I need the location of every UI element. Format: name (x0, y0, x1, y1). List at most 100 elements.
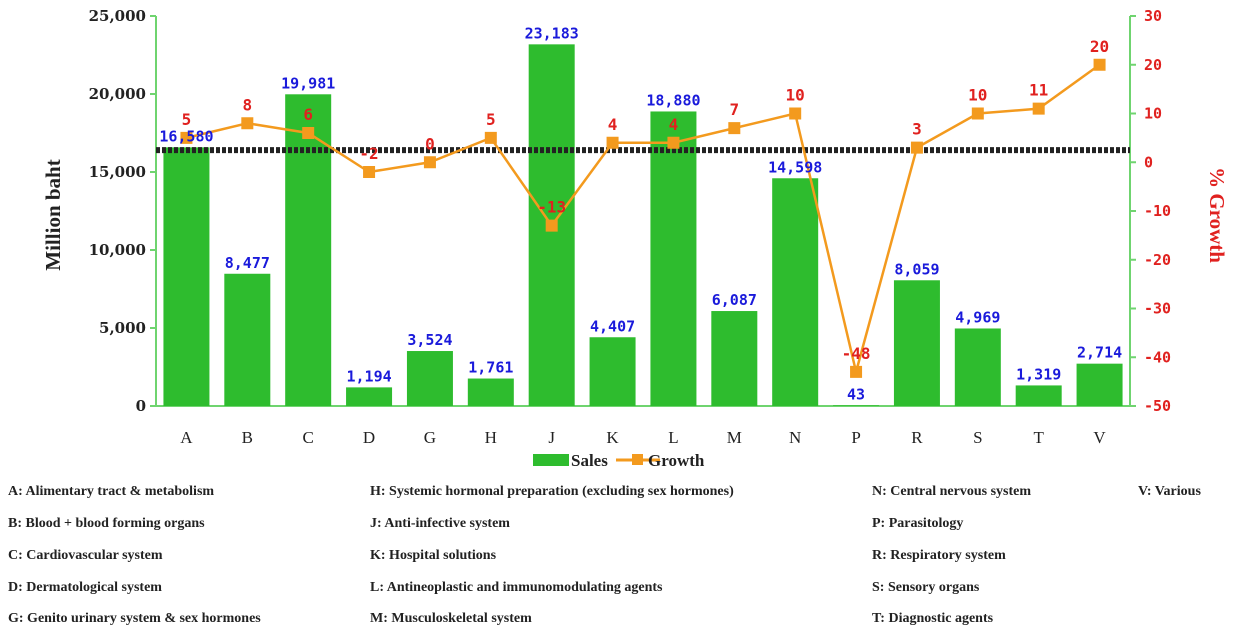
growth-value-label-K: 4 (608, 115, 618, 134)
sales-bar-A (163, 147, 210, 407)
sales-value-label-D: 1,194 (346, 367, 391, 385)
sales-bar-B (224, 273, 271, 406)
growth-marker-L (667, 136, 680, 149)
sales-value-label-A: 16,580 (159, 127, 213, 145)
category-label-S: S (973, 428, 982, 447)
sales-value-label-K: 4,407 (590, 317, 635, 335)
sales-value-label-G: 3,524 (407, 331, 452, 349)
sales-bar-D (346, 387, 393, 406)
growth-value-label-J: -13 (537, 198, 566, 217)
left-tick-label: 0 (136, 397, 146, 415)
left-tick-label: 15,000 (89, 163, 146, 181)
growth-marker-T (1032, 102, 1045, 115)
growth-marker-D (363, 166, 376, 178)
growth-marker-N (789, 107, 802, 120)
sales-growth-chart: 0 5,000 10,000 15,000 20,000 25,000 -50 -40 -30… (41, 7, 1229, 470)
sales-bar-P (833, 405, 880, 406)
category-note-R: R: Respiratory system (872, 548, 1006, 563)
sales-value-label-R: 8,059 (894, 260, 939, 278)
growth-value-label-N: 10 (786, 86, 805, 105)
category-label-D: D (363, 428, 375, 447)
sales-value-label-V: 2,714 (1077, 344, 1122, 362)
sales-value-label-T: 1,319 (1016, 365, 1061, 383)
legend: Sales Growth (533, 451, 705, 470)
growth-value-label-S: 10 (968, 86, 987, 105)
y-axis-label: Million baht (41, 159, 65, 270)
category-label-M: M (727, 428, 742, 447)
category-note-D: D: Dermatological system (8, 580, 162, 595)
right-tick-label: -20 (1144, 251, 1171, 269)
growth-value-label-D: -2 (359, 144, 378, 163)
category-label-K: K (606, 428, 619, 447)
growth-line (180, 58, 1106, 378)
right-tick-label: 30 (1144, 7, 1162, 25)
category-label-J: J (548, 428, 555, 447)
category-note-M: M: Musculoskeletal system (370, 611, 532, 626)
right-tick-label: 0 (1144, 153, 1153, 171)
category-label-A: A (180, 428, 193, 447)
sales-value-label-P: 43 (847, 385, 865, 403)
right-tick-label: -50 (1144, 397, 1171, 415)
growth-marker-J (545, 219, 558, 232)
category-label-H: H (485, 428, 497, 447)
category-note-J: J: Anti-infective system (370, 516, 510, 531)
category-label-R: R (911, 428, 923, 447)
growth-value-label-R: 3 (912, 120, 922, 139)
sales-bar-M (711, 311, 758, 406)
growth-polyline (186, 63, 1101, 373)
sales-bar-N (772, 178, 819, 406)
right-tick-label: -10 (1144, 202, 1171, 220)
growth-marker-B (241, 117, 254, 130)
sales-bar-R (893, 280, 940, 406)
growth-marker-S (971, 107, 984, 120)
growth-marker-A (180, 131, 193, 144)
growth-value-label-M: 7 (729, 100, 739, 119)
category-note-G: G: Genito urinary system & sex hormones (8, 611, 261, 626)
category-note-L: L: Antineoplastic and immunomodulating a… (370, 580, 663, 595)
sales-bar-G (406, 351, 453, 406)
category-note-C: C: Cardiovascular system (8, 548, 163, 563)
growth-value-label-T: 11 (1029, 81, 1048, 100)
growth-value-label-L: 4 (669, 115, 679, 134)
category-note-N: N: Central nervous system (872, 484, 1032, 499)
growth-value-labels: 5 8 6 -2 0 5 -13 4 4 7 10 -48 3 10 11 20 (182, 37, 1110, 363)
y2-axis-label: % Growth (1205, 167, 1229, 263)
category-label-C: C (303, 428, 314, 447)
sales-value-label-H: 1,761 (468, 359, 513, 377)
category-legend-notes: A: Alimentary tract & metabolism B: Blood… (0, 480, 1235, 630)
sales-value-labels: 16,580 8,477 19,981 1,194 3,524 1,761 23,183 4,… (159, 24, 1122, 403)
category-note-T: T: Diagnostic agents (872, 611, 994, 626)
category-note-V: V: Various (1138, 484, 1201, 499)
sales-bar-H (467, 378, 514, 406)
growth-value-label-C: 6 (303, 105, 313, 124)
sales-value-label-B: 8,477 (225, 254, 270, 272)
right-y-axis: -50 -40 -30 -20 -10 0 10 20 30 (1129, 7, 1171, 415)
sales-value-label-M: 6,087 (712, 291, 757, 309)
growth-marker-M (728, 122, 741, 135)
right-tick-label: 10 (1144, 105, 1162, 123)
sales-bar-K (589, 337, 636, 406)
sales-bar-T (1015, 385, 1062, 406)
category-note-K: K: Hospital solutions (370, 548, 497, 563)
growth-marker-R (910, 141, 923, 154)
legend-sales-label: Sales (571, 451, 608, 470)
growth-value-label-G: 0 (425, 134, 435, 153)
growth-marker-G (423, 156, 436, 169)
left-tick-label: 25,000 (89, 7, 146, 25)
growth-marker-H (484, 131, 497, 144)
growth-marker-V (1093, 58, 1106, 71)
category-label-V: V (1093, 428, 1106, 447)
sales-bar-S (954, 328, 1001, 406)
category-note-B: B: Blood + blood forming organs (8, 516, 205, 531)
sales-value-label-S: 4,969 (955, 308, 1000, 326)
growth-marker-K (606, 136, 619, 149)
right-tick-label: 20 (1144, 56, 1162, 74)
category-note-A: A: Alimentary tract & metabolism (8, 484, 215, 499)
growth-marker-P (850, 365, 863, 378)
legend-sales-swatch (533, 454, 569, 466)
category-note-S: S: Sensory organs (872, 580, 980, 595)
sales-value-label-J: 23,183 (525, 24, 579, 42)
category-label-N: N (789, 428, 801, 447)
sales-bar-L (650, 111, 697, 407)
